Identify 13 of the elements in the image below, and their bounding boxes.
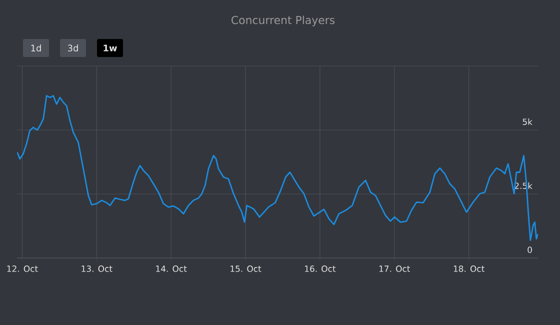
x-tick-label: 14. Oct [156, 266, 187, 272]
x-tick-label: 17. Oct [379, 266, 410, 272]
chart-title: Concurrent Players [232, 16, 335, 26]
x-tick-label: 12. Oct [7, 266, 38, 272]
x-tick-label: 18. Oct [454, 266, 484, 272]
text: 1d [31, 44, 41, 52]
x-tick-label: 13. Oct [82, 266, 112, 272]
text: 1w [104, 44, 117, 52]
x-tick-label: 15. Oct [230, 266, 262, 272]
y-tick-label: 5k [522, 118, 532, 125]
text: 3d [68, 44, 78, 52]
x-tick-label: 16. Oct [305, 266, 336, 272]
y-tick-label: 0 [528, 246, 532, 253]
